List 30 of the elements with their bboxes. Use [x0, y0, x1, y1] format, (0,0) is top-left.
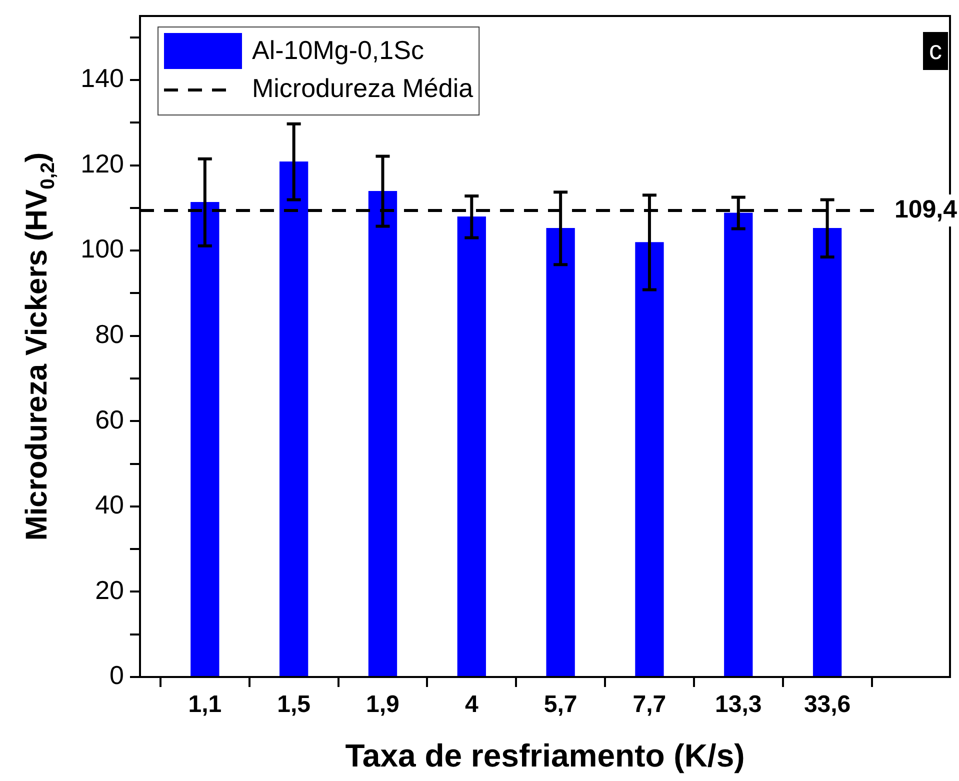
y-tick-label: 100	[80, 234, 124, 264]
x-tick-label: 1,9	[366, 691, 400, 718]
y-tick-label: 80	[95, 319, 124, 350]
y-tick-label: 0	[110, 660, 124, 690]
bar	[190, 202, 220, 676]
x-tick-label: 1,5	[277, 691, 311, 718]
x-tick-label: 7,7	[632, 691, 666, 718]
y-tick-label: 20	[95, 574, 124, 605]
legend-label: Microdureza Média	[252, 73, 474, 104]
y-tick-label: 120	[80, 148, 124, 178]
annotation: 109,4	[894, 195, 958, 224]
y-tick-label: 60	[95, 404, 124, 434]
bar	[546, 228, 575, 676]
x-tick-label: 1,1	[188, 691, 222, 718]
annotation: c	[929, 35, 942, 66]
x-axis-title: Taxa de resfriamento (K/s)	[345, 738, 745, 774]
x-tick-label: 4	[464, 691, 479, 718]
legend-label: Al-10Mg-0,1Sc	[252, 35, 424, 66]
y-tick-label: 140	[80, 63, 124, 94]
y-axis-title: Microdureza Vickers (HV0,2)	[20, 152, 59, 541]
x-tick-label: 33,6	[804, 691, 851, 718]
x-tick-label: 5,7	[544, 691, 578, 718]
y-tick-label: 40	[95, 490, 124, 520]
bar	[457, 216, 486, 676]
bar	[279, 162, 308, 676]
bar	[635, 242, 664, 676]
bar	[724, 212, 753, 676]
bar	[812, 228, 842, 676]
bar	[368, 190, 398, 676]
x-tick-label: 13,3	[715, 691, 762, 718]
